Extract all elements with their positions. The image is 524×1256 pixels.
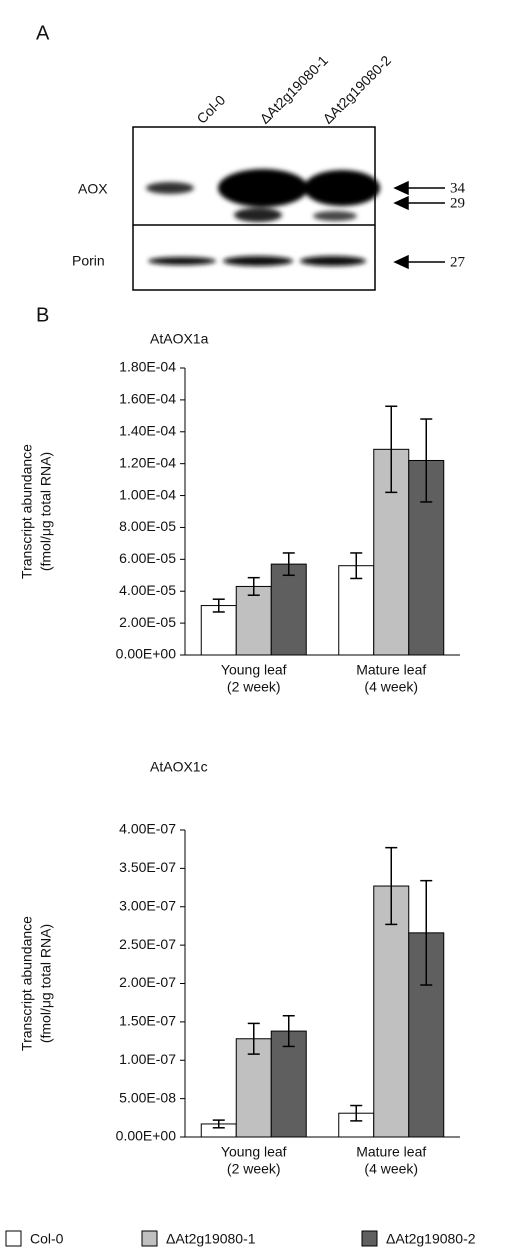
y-tick-label: 1.40E-04 (119, 422, 176, 438)
x-tick-label: Young leaf (221, 662, 287, 678)
y-tick-label: 2.00E-05 (119, 614, 176, 630)
x-tick-label: Mature leaf (356, 662, 426, 678)
chart-title: AtAOX1c (150, 759, 208, 775)
legend-swatch (142, 1231, 157, 1246)
legend-swatch (362, 1231, 377, 1246)
y-tick-label: 5.00E-08 (119, 1089, 176, 1105)
y-tick-label: 4.00E-07 (119, 821, 176, 837)
y-tick-label: 1.00E-04 (119, 486, 176, 502)
x-tick-label: Young leaf (221, 1144, 287, 1160)
y-tick-label: 2.00E-07 (119, 974, 176, 990)
y-axis-label: (fmol/μg total RNA) (38, 452, 54, 571)
bar (271, 564, 306, 655)
x-tick-label: (4 week) (364, 1161, 418, 1177)
chart-title: AtAOX1a (150, 331, 209, 347)
x-tick-label: (4 week) (364, 679, 418, 695)
row-label: AOX (78, 181, 108, 197)
y-tick-label: 3.50E-07 (119, 859, 176, 875)
legend-label: Col-0 (30, 1231, 64, 1247)
x-tick-label: (2 week) (227, 679, 281, 695)
figure: A Col-0 ΔAt2g19080-1 ΔAt2g19080-2 AOX Po… (0, 0, 524, 1256)
row-label: Porin (72, 253, 105, 269)
y-tick-label: 1.60E-04 (119, 391, 176, 407)
y-tick-label: 1.80E-04 (119, 359, 176, 375)
bar (236, 586, 271, 655)
y-tick-label: 1.00E-07 (119, 1051, 176, 1067)
y-tick-label: 0.00E+00 (116, 1128, 177, 1144)
lane-label: Col-0 (193, 92, 228, 127)
y-tick-label: 6.00E-05 (119, 550, 176, 566)
marker-label: 27 (450, 254, 466, 270)
y-tick-label: 3.00E-07 (119, 897, 176, 913)
y-tick-label: 1.20E-04 (119, 454, 176, 470)
legend-label: ΔAt2g19080-2 (386, 1231, 476, 1247)
panel-label: A (36, 22, 50, 44)
legend-swatch (6, 1231, 21, 1246)
marker-label: 34 (450, 180, 466, 196)
bar (201, 606, 236, 655)
y-axis-label: (fmol/μg total RNA) (38, 924, 54, 1043)
legend-label: ΔAt2g19080-1 (166, 1231, 256, 1247)
x-tick-label: (2 week) (227, 1161, 281, 1177)
y-tick-label: 2.50E-07 (119, 936, 176, 952)
arrows (395, 182, 445, 268)
panel-label: B (36, 304, 49, 326)
page: A Col-0 ΔAt2g19080-1 ΔAt2g19080-2 AOX Po… (0, 0, 524, 1256)
y-axis-label: Transcript abundance (19, 916, 35, 1051)
marker-label: 29 (450, 195, 465, 211)
x-tick-label: Mature leaf (356, 1144, 426, 1160)
y-axis-label: Transcript abundance (19, 444, 35, 579)
y-tick-label: 1.50E-07 (119, 1013, 176, 1029)
y-tick-label: 0.00E+00 (116, 646, 177, 662)
y-tick-label: 8.00E-05 (119, 518, 176, 534)
y-tick-label: 4.00E-05 (119, 582, 176, 598)
